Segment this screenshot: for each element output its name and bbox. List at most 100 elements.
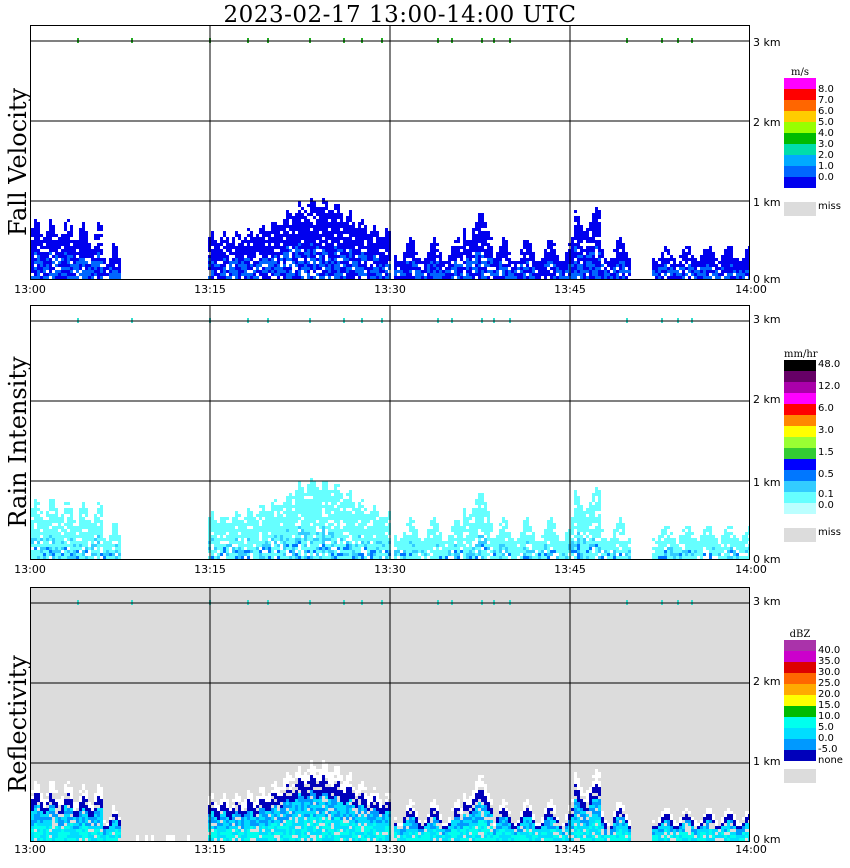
radar-cell (715, 544, 718, 547)
radar-cell (703, 553, 706, 556)
radar-cell (220, 538, 223, 541)
radar-cell (49, 237, 52, 240)
radar-cell (325, 273, 328, 276)
radar-cell (85, 255, 88, 258)
legend-swatch (784, 166, 816, 177)
radar-cell (685, 255, 688, 258)
radar-cell (448, 273, 451, 276)
radar-cell (337, 517, 340, 520)
radar-cell (268, 264, 271, 267)
radar-cell (310, 505, 313, 508)
radar-cell (43, 556, 46, 559)
radar-cell (283, 529, 286, 532)
radar-cell (100, 526, 103, 529)
radar-cell (547, 264, 550, 267)
radar-cell (37, 784, 40, 787)
radar-cell (565, 264, 568, 267)
radar-cell (247, 246, 250, 249)
radar-cell (385, 535, 388, 538)
radar-cell (703, 255, 706, 258)
radar-cell (367, 526, 370, 529)
radar-cell (244, 249, 247, 252)
radar-cell (46, 240, 49, 243)
radar-cell (355, 556, 358, 559)
radar-cell (580, 541, 583, 544)
radar-cell (370, 231, 373, 234)
radar-cell (574, 246, 577, 249)
radar-cell (535, 556, 538, 559)
radar-cell (82, 532, 85, 535)
radar-cell (409, 237, 412, 240)
radar-cell (226, 246, 229, 249)
radar-cell (328, 264, 331, 267)
radar-cell (232, 246, 235, 249)
radar-cell (346, 270, 349, 273)
radar-cell (376, 264, 379, 267)
radar-cell (481, 225, 484, 228)
radar-cell (316, 556, 319, 559)
radar-cell (496, 261, 499, 264)
radar-cell (628, 547, 631, 550)
radar-cell (376, 231, 379, 234)
radar-cell (370, 234, 373, 237)
radar-cell (709, 535, 712, 538)
radar-cell (31, 808, 34, 811)
radar-cell (463, 237, 466, 240)
radar-cell (304, 216, 307, 219)
radar-cell (472, 231, 475, 234)
radar-cell (442, 544, 445, 547)
radar-cell (277, 520, 280, 523)
radar-cell (40, 267, 43, 270)
radar-cell (445, 556, 448, 559)
radar-cell (277, 264, 280, 267)
radar-cell (310, 237, 313, 240)
radar-cell (322, 213, 325, 216)
radar-cell (505, 526, 508, 529)
radar-cell (562, 273, 565, 276)
radar-cell (334, 556, 337, 559)
radar-cell (232, 541, 235, 544)
radar-cell (670, 270, 673, 273)
radar-cell (31, 823, 34, 826)
radar-cell (580, 231, 583, 234)
radar-cell (301, 538, 304, 541)
radar-cell (85, 237, 88, 240)
radar-cell (583, 544, 586, 547)
radar-cell (277, 243, 280, 246)
radar-cell (727, 556, 730, 559)
radar-cell (484, 243, 487, 246)
radar-cell (571, 541, 574, 544)
radar-cell (310, 234, 313, 237)
radar-cell (364, 228, 367, 231)
radar-cell (352, 514, 355, 517)
radar-cell (256, 538, 259, 541)
radar-cell (439, 267, 442, 270)
radar-cell (64, 523, 67, 526)
radar-cell (604, 553, 607, 556)
radar-cell (277, 258, 280, 261)
radar-cell (34, 553, 37, 556)
radar-cell (424, 276, 427, 279)
radar-cell (253, 246, 256, 249)
radar-cell (304, 511, 307, 514)
radar-cell (616, 258, 619, 261)
radar-cell (352, 508, 355, 511)
radar-cell (580, 228, 583, 231)
radar-cell (508, 261, 511, 264)
radar-cell (436, 523, 439, 526)
radar-cell (661, 529, 664, 532)
radar-cell (514, 556, 517, 559)
radar-cell (577, 526, 580, 529)
radar-cell (37, 237, 40, 240)
radar-cell (268, 517, 271, 520)
radar-cell (46, 273, 49, 276)
legend-miss-swatch (784, 202, 816, 216)
radar-cell (85, 538, 88, 541)
radar-cell (598, 517, 601, 520)
radar-cell (334, 502, 337, 505)
radar-cell (67, 502, 70, 505)
radar-cell (289, 240, 292, 243)
radar-cell (310, 198, 313, 201)
radar-cell (241, 553, 244, 556)
radar-cell (328, 526, 331, 529)
